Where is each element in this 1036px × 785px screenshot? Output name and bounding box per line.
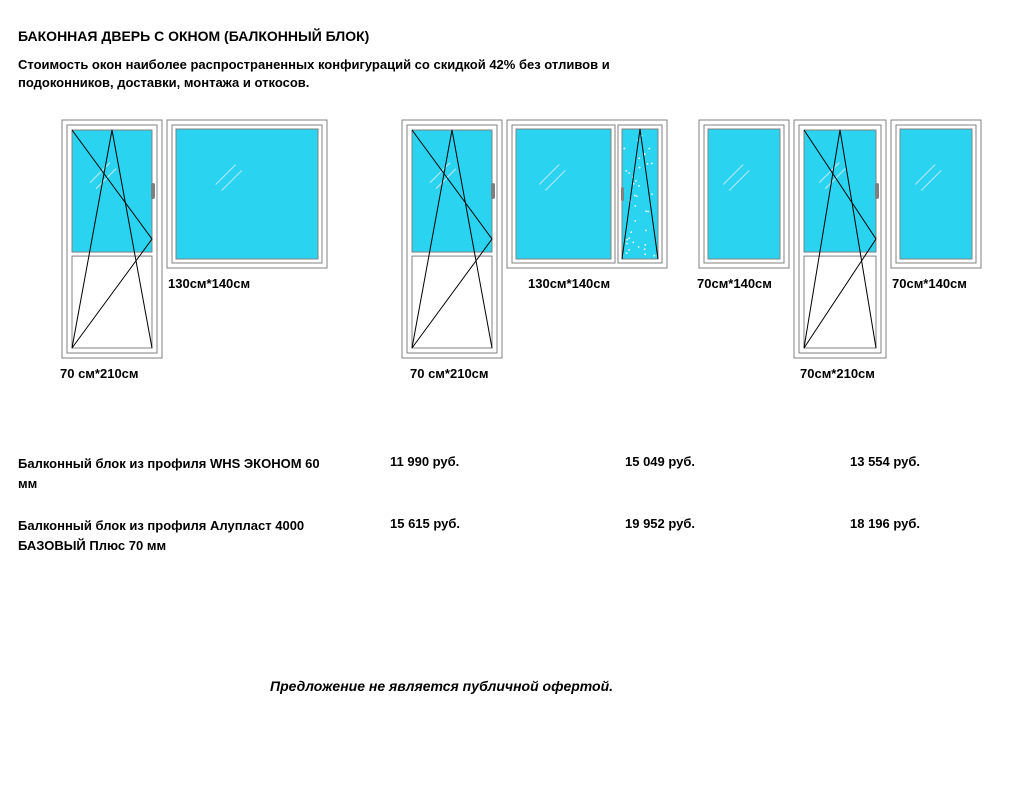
price-cell: 15 049 руб. [625, 454, 695, 469]
disclaimer-text: Предложение не является публичной оферто… [270, 678, 613, 694]
profile-row-label: Балконный блок из профиля WHS ЭКОНОМ 60 … [18, 454, 328, 493]
door-dim-label: 70 см*210см [410, 366, 489, 381]
price-cell: 11 990 руб. [390, 454, 459, 469]
profile-row-label: Балконный блок из профиля Алупласт 4000 … [18, 516, 328, 555]
price-cell: 13 554 руб. [850, 454, 920, 469]
window-dim-label: 130см*140см [528, 276, 610, 291]
balcony-config-b [400, 118, 669, 360]
door-dim-label: 70см*210см [800, 366, 875, 381]
page-root: БАКОННАЯ ДВЕРЬ С ОКНОМ (БАЛКОННЫЙ БЛОК) … [0, 0, 1036, 785]
balcony-config-a [60, 118, 329, 360]
balcony-config-c [697, 118, 983, 360]
page-subtitle: Стоимость окон наиболее распространенных… [18, 56, 618, 91]
door-dim-label: 70 см*210см [60, 366, 139, 381]
price-cell: 18 196 руб. [850, 516, 920, 531]
page-title: БАКОННАЯ ДВЕРЬ С ОКНОМ (БАЛКОННЫЙ БЛОК) [18, 28, 369, 44]
price-cell: 15 615 руб. [390, 516, 460, 531]
price-cell: 19 952 руб. [625, 516, 695, 531]
window-dim-label: 130см*140см [168, 276, 250, 291]
window-dim-label: 70см*140см [697, 276, 772, 291]
window-dim-label: 70см*140см [892, 276, 967, 291]
